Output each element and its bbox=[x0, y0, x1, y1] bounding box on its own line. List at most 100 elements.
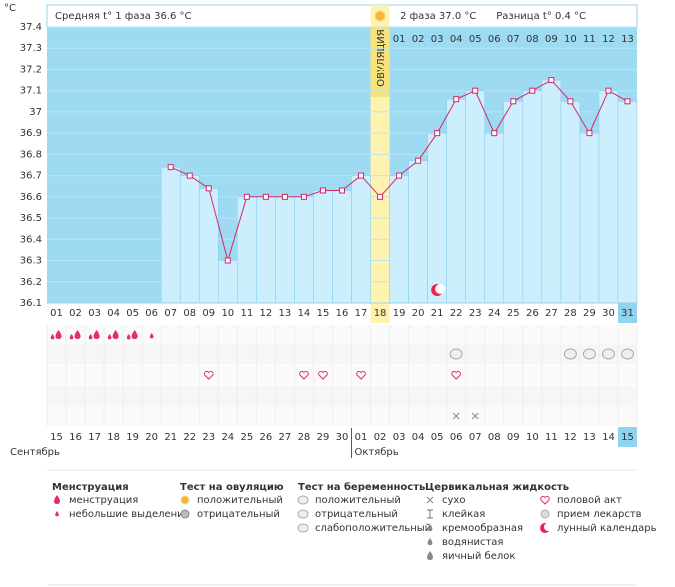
cycle-day: 19 bbox=[393, 308, 406, 319]
cycle-day: 03 bbox=[88, 308, 101, 319]
date: 21 bbox=[164, 432, 177, 443]
heart-icon bbox=[299, 370, 309, 380]
legend-item: отрицательный bbox=[315, 509, 398, 520]
heart-icon bbox=[203, 370, 214, 380]
cycle-day: 22 bbox=[450, 308, 463, 319]
date: 28 bbox=[298, 432, 311, 443]
y-tick-label: 36.4 bbox=[20, 234, 42, 245]
bar bbox=[446, 98, 467, 304]
legend-item: кремообразная bbox=[442, 523, 523, 534]
date: 05 bbox=[431, 432, 444, 443]
cycle-day: 06 bbox=[145, 308, 158, 319]
symbol-row bbox=[47, 344, 637, 364]
cycle-day: 20 bbox=[412, 308, 425, 319]
bar bbox=[313, 190, 333, 304]
legend-item: положительный bbox=[197, 495, 283, 506]
temp-point bbox=[529, 87, 536, 94]
menstruation-icon bbox=[126, 330, 138, 340]
luteal-day: 02 bbox=[412, 34, 425, 45]
symbol-row bbox=[47, 325, 637, 345]
legend-icon bbox=[427, 538, 433, 546]
legend-item: сухо bbox=[442, 495, 465, 506]
cycle-day: 31 bbox=[621, 308, 634, 319]
menstruation-icon bbox=[50, 330, 62, 340]
date: 20 bbox=[145, 432, 158, 443]
luteal-day: 13 bbox=[621, 34, 634, 45]
pregnancy-icon bbox=[620, 348, 634, 360]
date: 11 bbox=[545, 432, 558, 443]
cycle-day: 14 bbox=[298, 308, 311, 319]
legend-icon bbox=[540, 509, 550, 519]
cycle-day: 10 bbox=[221, 308, 234, 319]
temp-point bbox=[243, 193, 250, 200]
cycle-day: 25 bbox=[507, 308, 520, 319]
legend-item: небольшие выделения bbox=[69, 509, 190, 520]
bar bbox=[560, 101, 581, 304]
cycle-day: 18 bbox=[374, 308, 387, 319]
cycle-day: 11 bbox=[240, 308, 253, 319]
bar bbox=[598, 90, 619, 304]
bar bbox=[389, 175, 409, 304]
menstruation-icon bbox=[107, 330, 119, 340]
legend-icon bbox=[180, 495, 190, 505]
luteal-day: 10 bbox=[564, 34, 577, 45]
bar bbox=[332, 190, 352, 304]
cycle-day: 12 bbox=[260, 308, 273, 319]
cycle-day: 30 bbox=[602, 308, 615, 319]
temp-point bbox=[358, 172, 365, 179]
heart-icon bbox=[318, 370, 328, 380]
bar bbox=[256, 196, 276, 304]
date: 03 bbox=[393, 432, 406, 443]
luteal-day: 07 bbox=[507, 34, 520, 45]
phase2-text: 2 фаза 37.0 °C bbox=[400, 11, 476, 22]
legend-item: клейкая bbox=[442, 509, 485, 520]
date: 18 bbox=[107, 432, 120, 443]
temp-point bbox=[453, 96, 460, 103]
legend-icon bbox=[54, 495, 60, 504]
date: 14 bbox=[602, 432, 615, 443]
y-tick-label: 37.1 bbox=[20, 86, 42, 97]
legend-icon bbox=[55, 511, 59, 517]
temp-point bbox=[205, 185, 212, 192]
phase1-text: Средняя t° 1 фаза 36.6 °C bbox=[55, 11, 192, 22]
cycle-day: 13 bbox=[279, 308, 292, 319]
bar bbox=[579, 132, 600, 304]
cycle-day: 21 bbox=[431, 308, 444, 319]
temp-point bbox=[548, 77, 555, 84]
temp-point bbox=[186, 172, 193, 179]
luteal-day: 11 bbox=[583, 34, 596, 45]
legend-icon-cut bbox=[544, 523, 552, 531]
cycle-day: 24 bbox=[488, 308, 501, 319]
symbol-row bbox=[47, 406, 637, 426]
legend-item: отрицательный bbox=[197, 509, 280, 520]
cycle-day: 15 bbox=[317, 308, 330, 319]
date: 04 bbox=[412, 432, 425, 443]
y-tick-label: 36.5 bbox=[20, 213, 42, 224]
luteal-day: 09 bbox=[545, 34, 558, 45]
legend-icon bbox=[427, 524, 433, 532]
temp-point bbox=[605, 87, 612, 94]
temp-point bbox=[434, 130, 441, 137]
legend-icon bbox=[426, 496, 434, 504]
axis-unit: °C bbox=[4, 3, 16, 14]
legend-item: менструация bbox=[69, 495, 138, 506]
cycle-day: 23 bbox=[469, 308, 482, 319]
cycle-day: 29 bbox=[583, 308, 596, 319]
y-tick-label: 37 bbox=[29, 107, 42, 118]
legend-item: слабоположительный bbox=[315, 523, 431, 534]
luteal-day: 04 bbox=[450, 34, 463, 45]
date: 22 bbox=[183, 432, 196, 443]
ovulation-icon bbox=[374, 10, 386, 22]
bar bbox=[465, 90, 486, 304]
cycle-day: 01 bbox=[50, 308, 63, 319]
luteal-day: 03 bbox=[431, 34, 444, 45]
legend-icon bbox=[297, 509, 309, 519]
bar bbox=[541, 79, 562, 304]
symbol-row bbox=[47, 365, 637, 385]
ovulation-head bbox=[370, 27, 390, 97]
temp-point bbox=[396, 172, 403, 179]
heart-icon bbox=[451, 370, 462, 380]
y-tick-label: 36.8 bbox=[20, 149, 42, 160]
legend-item: положительный bbox=[315, 495, 401, 506]
luteal-day: 12 bbox=[602, 34, 615, 45]
